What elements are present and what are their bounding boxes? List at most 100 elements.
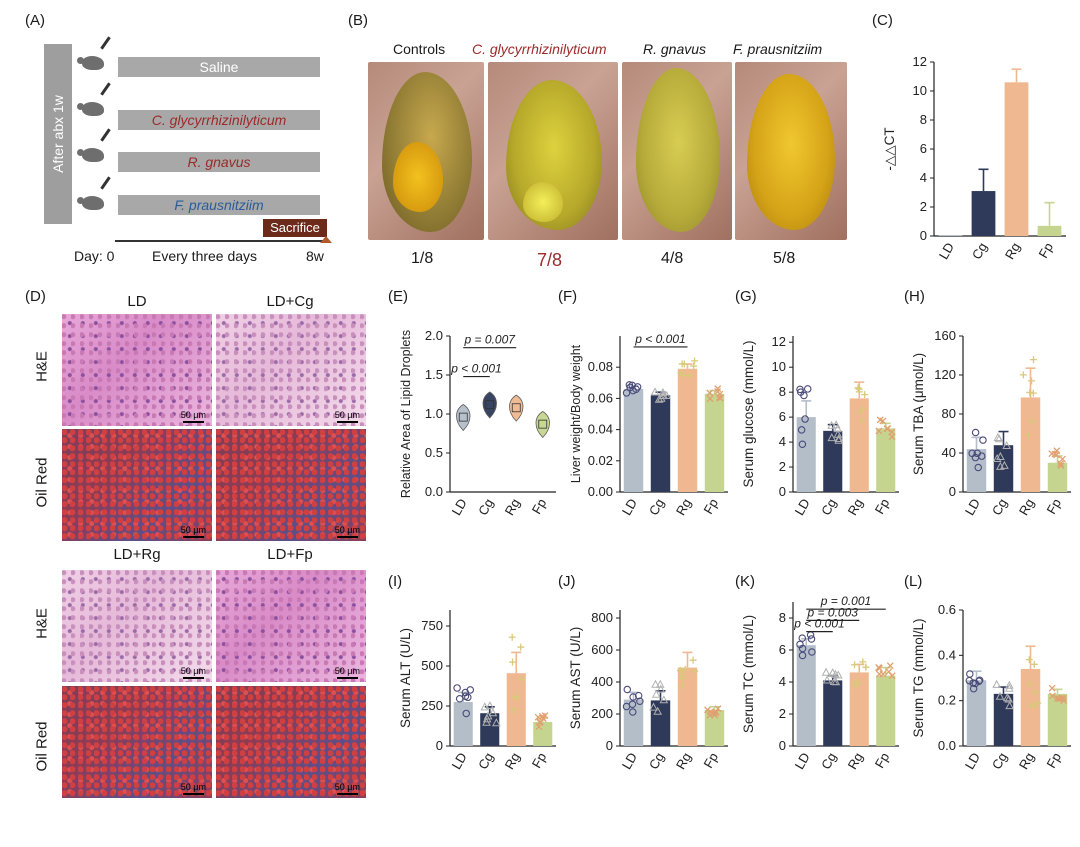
y-tick-label: 0 xyxy=(949,484,956,499)
data-point xyxy=(995,461,1005,470)
sacrifice-label: Sacrifice xyxy=(263,219,327,237)
data-point xyxy=(628,381,636,390)
y-tick-label: 600 xyxy=(591,642,613,657)
histology-oilred-ldfp: 50 μm xyxy=(216,686,366,798)
data-point xyxy=(690,362,698,370)
panel-label-b: (B) xyxy=(348,12,368,29)
panel-label-d: (D) xyxy=(25,288,46,305)
data-point xyxy=(482,714,492,723)
data-point xyxy=(875,664,883,672)
data-point xyxy=(704,706,711,714)
panel-label-e: (E) xyxy=(388,288,408,305)
chart-svg: 0.0 0.5 1.0 1.5 2.0 Relative Area of Lipid Dr… xyxy=(399,328,556,518)
y-tick-label: 10 xyxy=(913,83,927,98)
data-point xyxy=(1028,417,1036,425)
y-tick-label: 250 xyxy=(421,698,443,713)
y-tick-label: 4 xyxy=(779,674,786,689)
data-point xyxy=(821,667,831,676)
y-tick-label: 750 xyxy=(421,618,443,633)
panel-label-h: (H) xyxy=(904,288,925,305)
bar-ld xyxy=(796,645,816,746)
y-tick-label: 2.0 xyxy=(425,328,443,343)
data-point xyxy=(464,693,472,702)
data-point xyxy=(651,689,661,698)
x-tick-label: Cg xyxy=(989,750,1010,772)
data-point xyxy=(827,433,837,442)
bar-rg xyxy=(1004,82,1029,236)
data-point xyxy=(861,391,869,399)
data-point xyxy=(714,385,722,393)
bar-fp xyxy=(876,428,896,492)
bar-cg xyxy=(823,430,843,492)
y-tick-label: 12 xyxy=(913,54,927,69)
panel-label-k: (K) xyxy=(735,573,755,590)
data-point xyxy=(513,693,521,701)
data-point xyxy=(992,679,1002,688)
y-tick-label: 0 xyxy=(779,484,786,499)
data-point xyxy=(659,390,668,399)
data-point xyxy=(716,390,724,398)
x-tick-label: Rg xyxy=(1016,750,1037,772)
syringe-icon xyxy=(100,82,111,96)
chart-j: 0 200 400 600 800 Serum AST (U/L) LD Cg Rg Fp xyxy=(562,580,734,790)
data-point xyxy=(879,670,887,678)
data-point xyxy=(1028,377,1036,385)
y-tick-label: 0 xyxy=(779,738,786,753)
data-point xyxy=(1019,371,1027,379)
x-tick-label: LD xyxy=(449,750,470,772)
data-point xyxy=(653,706,663,715)
data-point xyxy=(1048,684,1056,692)
y-tick-label: 0.6 xyxy=(938,602,956,617)
data-point xyxy=(656,684,666,693)
d-row-oilred-2: Oil Red xyxy=(33,721,51,772)
mouse-icon xyxy=(77,56,104,70)
chart-svg: 0 2 4 6 8 10 12 Serum glucose (mmol/L) LD Cg Rg Fp xyxy=(741,334,899,518)
d-row-he-2: H&E xyxy=(33,608,51,639)
y-tick-label: 1.0 xyxy=(425,406,443,421)
data-point xyxy=(518,675,526,683)
data-point xyxy=(706,395,714,403)
histology-oilred-ldcg: 50 μm xyxy=(216,429,366,541)
y-tick-label: 2 xyxy=(779,706,786,721)
data-point xyxy=(629,693,637,701)
x-tick-label: Fp xyxy=(529,496,550,517)
bar-cg xyxy=(971,191,996,236)
data-point xyxy=(629,708,637,716)
y-tick-label: 2 xyxy=(920,199,927,214)
data-point xyxy=(1034,699,1042,707)
b-count-rg: 4/8 xyxy=(661,250,684,267)
data-point xyxy=(833,424,843,433)
data-point xyxy=(992,454,1002,463)
bar-fp xyxy=(1047,693,1068,746)
data-point xyxy=(834,433,844,442)
group-bar-fp: F. prausnitziim xyxy=(118,195,320,215)
x-tick-label: LD xyxy=(792,496,813,518)
x-tick-label: Fp xyxy=(529,750,550,771)
x-tick-label: LD xyxy=(936,240,957,262)
data-point xyxy=(798,651,807,660)
data-point xyxy=(798,440,807,449)
arrow-up-icon xyxy=(320,236,332,243)
group-bar-saline: Saline xyxy=(118,57,320,77)
data-point xyxy=(995,691,1005,700)
after-abx-text: After abx 1w xyxy=(50,95,66,173)
data-point xyxy=(971,679,980,688)
data-point xyxy=(808,648,816,656)
x-tick-label: Cg xyxy=(969,240,990,262)
y-tick-label: 4 xyxy=(920,170,927,185)
violin-fp xyxy=(535,411,550,439)
data-point xyxy=(712,708,720,716)
y-tick-label: 0.0 xyxy=(938,738,956,753)
chart-svg: 0 40 80 120 160 Serum TBA (μmol/L) LD Cg Rg Fp xyxy=(911,328,1071,518)
chart-svg: 0 250 500 750 Serum ALT (U/L) LD Cg Rg Fp xyxy=(398,610,556,772)
y-tick-label: 0 xyxy=(920,228,927,243)
y-tick-label: 400 xyxy=(591,674,613,689)
data-point xyxy=(969,684,978,693)
data-point xyxy=(654,394,664,403)
data-point xyxy=(623,685,632,694)
bar-rg xyxy=(1020,397,1041,492)
data-point xyxy=(875,427,883,435)
data-point xyxy=(628,700,637,708)
data-point xyxy=(492,718,501,727)
data-point xyxy=(622,389,631,397)
